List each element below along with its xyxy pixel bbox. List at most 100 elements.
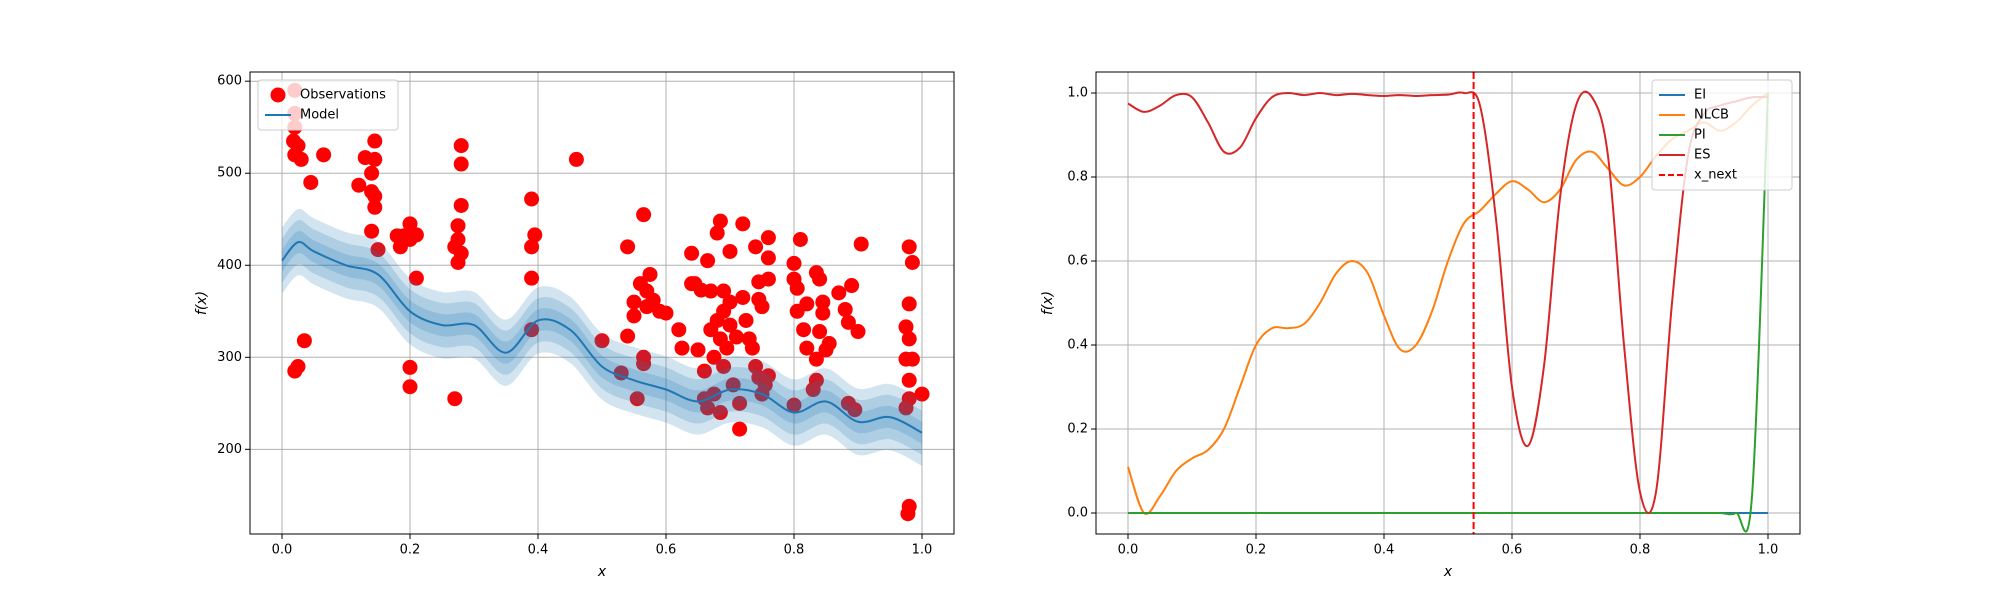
legend-label: Observations	[300, 88, 386, 103]
observation	[900, 506, 916, 522]
observation	[744, 340, 760, 356]
observation	[904, 255, 920, 271]
observation	[722, 294, 738, 310]
observation	[901, 296, 917, 312]
y-axis-label: f(x)	[1040, 291, 1056, 315]
observation	[760, 368, 776, 384]
observation	[898, 319, 914, 335]
observation	[808, 372, 824, 388]
observation	[796, 322, 812, 338]
y-tick-label: 0.2	[1067, 422, 1088, 437]
observation	[594, 333, 610, 349]
observation	[738, 312, 754, 328]
observation	[296, 333, 312, 349]
line	[1127, 90, 1769, 515]
legend-box	[1651, 79, 1793, 191]
observation	[367, 188, 383, 204]
y-tick-label: 400	[217, 258, 242, 273]
observation	[760, 250, 776, 266]
legend: Observations Model	[257, 79, 399, 131]
observation	[700, 400, 716, 416]
observation	[815, 305, 831, 321]
observation	[812, 324, 828, 340]
observation	[703, 283, 719, 299]
x-tick-label: 0.2	[400, 543, 421, 558]
plot-area	[1127, 72, 1769, 534]
observation	[840, 314, 856, 330]
x-tick-label: 0.8	[1630, 543, 1651, 558]
observation	[367, 199, 383, 215]
observation	[367, 151, 383, 167]
observation	[450, 218, 466, 234]
observation	[732, 395, 748, 411]
observation	[719, 340, 735, 356]
observation	[524, 322, 540, 338]
observation	[898, 400, 914, 416]
observation	[367, 133, 383, 149]
observation	[629, 391, 645, 407]
observation	[914, 386, 930, 402]
y-tick-label: 0.4	[1067, 338, 1088, 353]
observation	[684, 245, 700, 261]
observation	[901, 372, 917, 388]
observation	[290, 138, 306, 154]
observation	[364, 165, 380, 181]
observation	[722, 243, 738, 259]
legend: EI NLCB PI ES x_next	[1651, 79, 1793, 191]
observation	[808, 351, 824, 367]
observation	[408, 227, 424, 243]
observation	[760, 271, 776, 287]
y-axis-label: f(x)	[194, 291, 210, 315]
y-tick-label: 500	[217, 166, 242, 181]
observation	[716, 283, 732, 299]
observation	[821, 335, 837, 351]
y-tick-label: 0.6	[1067, 254, 1088, 269]
plot-area	[281, 82, 930, 522]
observation	[700, 253, 716, 269]
observation	[732, 421, 748, 437]
observation	[786, 255, 802, 271]
legend-label: Model	[300, 108, 339, 123]
observation	[316, 147, 332, 163]
observation	[904, 351, 920, 367]
line	[281, 241, 923, 434]
observation	[645, 292, 661, 308]
observation	[671, 322, 687, 338]
x-tick-label: 1.0	[912, 543, 933, 558]
observation	[696, 363, 712, 379]
observation	[789, 280, 805, 296]
observation	[847, 402, 863, 418]
confidence-band	[282, 208, 922, 466]
x-tick-label: 0.8	[784, 543, 805, 558]
x-tick-label: 0.4	[1374, 543, 1395, 558]
observation	[453, 138, 469, 154]
y-tick-label: 300	[217, 350, 242, 365]
observation	[626, 308, 642, 324]
observation	[568, 151, 584, 167]
observation	[524, 270, 540, 286]
legend-box	[257, 79, 399, 131]
axes-frame	[249, 71, 955, 535]
observation	[735, 289, 751, 305]
observation	[709, 225, 725, 241]
y-tick-label: 1.0	[1067, 86, 1088, 101]
confidence-band	[282, 219, 922, 455]
observation	[831, 285, 847, 301]
observation	[524, 191, 540, 207]
observation	[636, 356, 652, 372]
x-axis-label: x	[1443, 564, 1453, 580]
observation	[901, 239, 917, 255]
x-tick-label: 0.2	[1246, 543, 1267, 558]
legend-marker	[270, 87, 286, 103]
x-tick-label: 0.4	[528, 543, 549, 558]
observation	[754, 299, 770, 315]
y-tick-label: 600	[217, 74, 242, 89]
legend-label: PI	[1694, 128, 1706, 143]
observation	[901, 331, 917, 347]
observation	[837, 301, 853, 317]
observation	[658, 305, 674, 321]
observation	[815, 294, 831, 310]
y-tick-label: 0.0	[1067, 506, 1088, 521]
x-tick-label: 0.0	[272, 543, 293, 558]
legend-label: NLCB	[1694, 108, 1729, 123]
